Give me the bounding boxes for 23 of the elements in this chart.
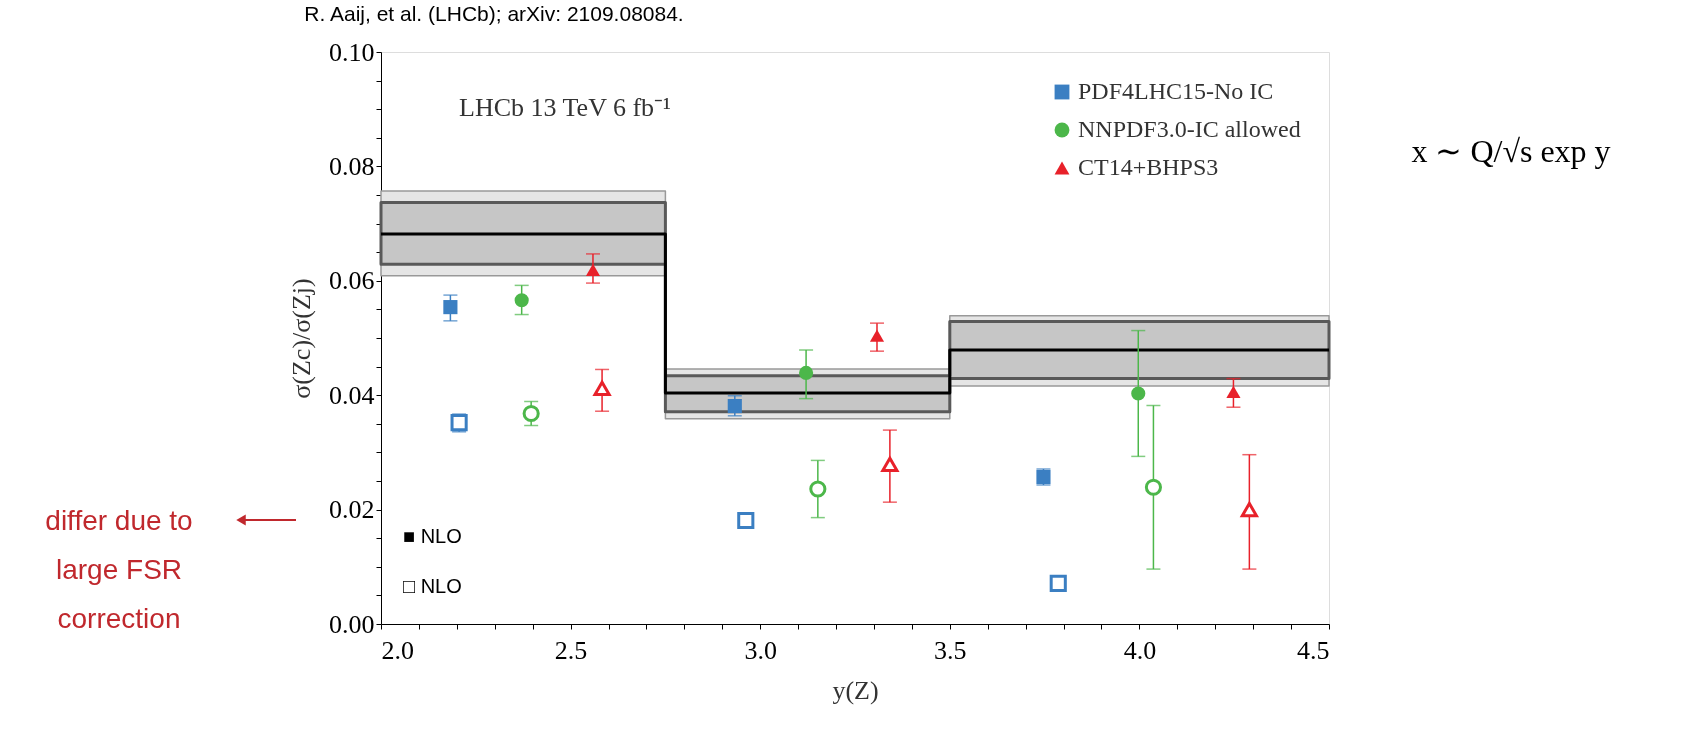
y-tick-label: 0.04 (329, 380, 375, 410)
y-tick-label: 0.08 (329, 151, 375, 181)
x-axis-title: y(Z) (832, 675, 879, 705)
chart-title: R. Aaij, et al. (LHCb); arXiv: 2109.08084. (304, 2, 684, 25)
x-tick-label: 4.5 (1297, 635, 1330, 665)
y-tick-label: 0.06 (329, 266, 375, 296)
text: x ∼ Q/√s exp y (1411, 133, 1611, 169)
y-tick-label: 0.10 (329, 37, 375, 67)
legend-label: PDF4LHC15-No IC (1078, 78, 1274, 104)
legend-label: NNPDF3.0-IC allowed (1078, 116, 1301, 142)
y-axis-title: σ(Zc)/σ(Zj) (287, 278, 316, 399)
annotation: LHCb 13 TeV 6 fb⁻¹ (459, 93, 671, 122)
x-tick-label: 3.0 (744, 635, 777, 665)
legend-label: CT14+BHPS3 (1078, 154, 1219, 180)
x-tick-label: 3.5 (934, 635, 967, 665)
annotation: ■ NLO (403, 525, 462, 547)
annotation: □ NLO (403, 575, 462, 597)
x-tick-label: 2.0 (381, 635, 414, 665)
y-tick-label: 0.02 (329, 495, 375, 525)
y-tick-label: 0.00 (329, 609, 375, 639)
x-tick-label: 4.0 (1123, 635, 1157, 665)
x-tick-label: 2.5 (554, 635, 588, 665)
text: differ due to large FSR correction (45, 505, 193, 634)
